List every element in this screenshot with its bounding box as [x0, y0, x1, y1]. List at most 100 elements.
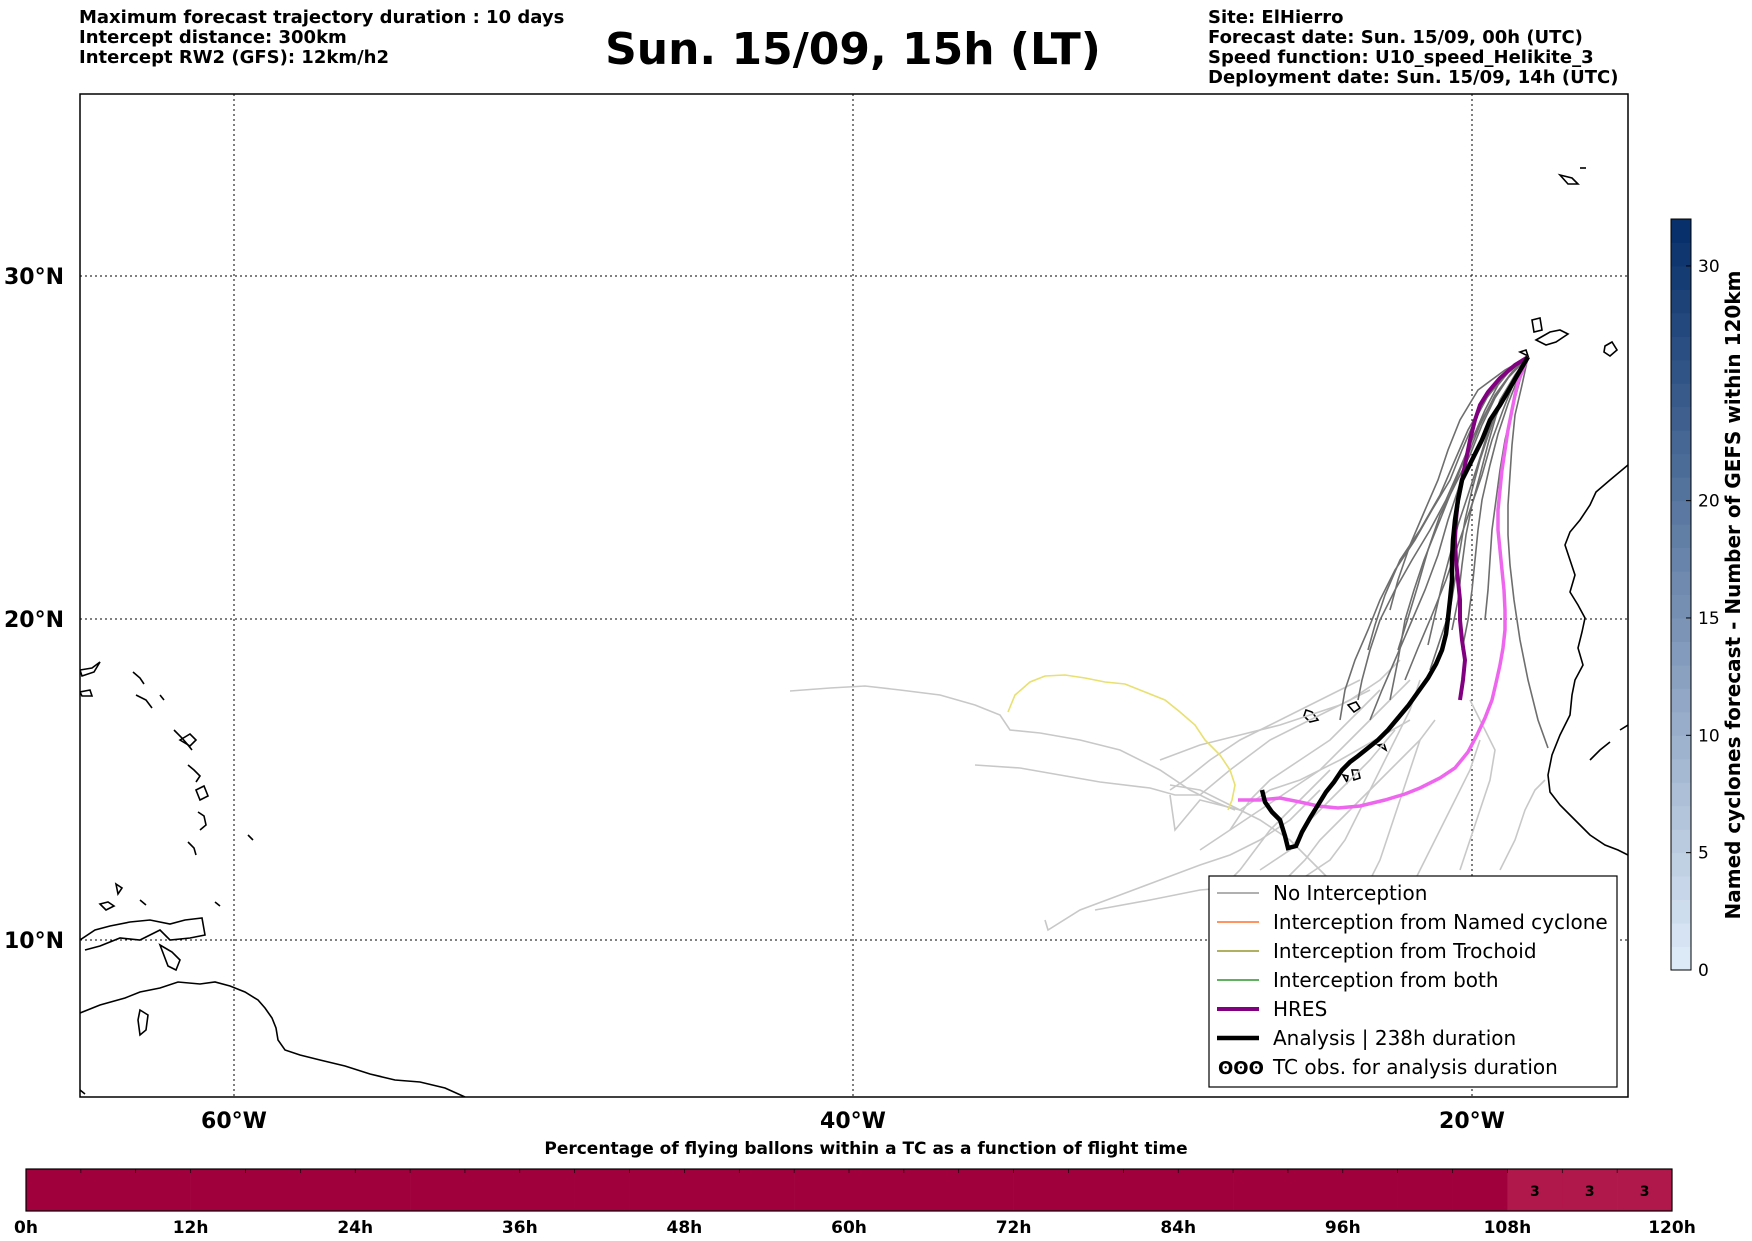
colorbar-cell	[1671, 829, 1691, 854]
legend-item-label: HRES	[1273, 997, 1327, 1021]
tc-bar-cell	[1178, 1169, 1234, 1211]
colorbar-cell	[1671, 852, 1691, 877]
tc-bar-cell	[245, 1169, 301, 1211]
colorbar-cell	[1671, 265, 1691, 290]
colorbar-cell	[1671, 758, 1691, 783]
tc-bar-tick-label: 48h	[667, 1218, 703, 1238]
tc-bar-frame	[25, 1168, 1673, 1212]
colorbar-cell	[1671, 219, 1691, 243]
header-right-line: Site: ElHierro	[1208, 7, 1344, 28]
tc-bar-cell	[190, 1169, 246, 1211]
legend-item-label: Interception from Trochoid	[1273, 939, 1537, 963]
header-right-line: Speed function: U10_speed_Helikite_3	[1208, 47, 1594, 68]
tc-bar-tick-label: 72h	[996, 1218, 1032, 1238]
tc-bar-cell	[1397, 1169, 1453, 1211]
colorbar-cell	[1671, 899, 1691, 924]
tc-percentage-title: Percentage of flying ballons within a TC…	[544, 1139, 1187, 1159]
yellow-trajectory	[1007, 674, 1236, 811]
lon-label: 60°W	[201, 1109, 267, 1134]
colorbar-cell	[1671, 383, 1691, 408]
tc-bar-cell	[1013, 1169, 1069, 1211]
colorbar-cell	[1671, 594, 1691, 619]
tc-bar-value: 3	[1640, 1184, 1650, 1200]
colorbar-cell	[1671, 876, 1691, 901]
colorbar-tick-label: 5	[1698, 844, 1709, 864]
tc-bar-cell	[519, 1169, 575, 1211]
tc-bar-cell	[1617, 1169, 1673, 1211]
colorbar-cell	[1671, 664, 1691, 689]
header-right-info: Site: ElHierro Forecast date: Sun. 15/09…	[1208, 8, 1618, 88]
tc-bar-cell	[684, 1169, 740, 1211]
header-left-line: Intercept RW2 (GFS): 12km/h2	[79, 47, 389, 68]
hres-track-late	[1238, 356, 1530, 810]
colorbar-cell	[1671, 406, 1691, 431]
colorbar-tick-label: 10	[1698, 726, 1720, 746]
legend-box	[1208, 875, 1618, 1088]
colorbar-cell	[1671, 547, 1691, 572]
page-title: Sun. 15/09, 15h (LT)	[605, 24, 1101, 75]
header-right-line: Deployment date: Sun. 15/09, 14h (UTC)	[1208, 67, 1619, 88]
tc-bar-value: 3	[1585, 1184, 1595, 1200]
tc-bar-cell	[300, 1169, 356, 1211]
colorbar-cell	[1671, 711, 1691, 736]
colorbar-cell	[1671, 735, 1691, 760]
colorbar-cell	[1671, 524, 1691, 549]
tc-bar-cell	[1233, 1169, 1289, 1211]
tc-bar-cell	[903, 1169, 960, 1211]
tc-bar-cell	[958, 1169, 1014, 1211]
map-legend: No Interception Interception from Named c…	[1208, 875, 1618, 1088]
lat-label: 10°N	[4, 929, 64, 954]
lat-label: 30°N	[4, 265, 64, 290]
colorbar-tick-label: 30	[1698, 257, 1720, 277]
lon-label: 40°W	[820, 1109, 886, 1134]
tc-obs-symbol-icon: ʘʘʘ	[1218, 1058, 1264, 1079]
tc-bar-cell	[1452, 1169, 1508, 1211]
colorbar-cell	[1671, 336, 1691, 361]
colorbar-cell	[1671, 430, 1691, 455]
colorbar: 0 5 10 15 20 30 Named cyclones forecast - Num…	[1670, 218, 1745, 981]
colorbar-cell	[1671, 923, 1691, 948]
lon-label: 20°W	[1439, 1109, 1505, 1134]
colorbar-cell	[1671, 242, 1691, 267]
colorbar-frame	[1670, 218, 1692, 971]
header-left-line: Intercept distance: 300km	[79, 27, 347, 48]
colorbar-cell	[1671, 359, 1691, 384]
tc-bar-value: 3	[1530, 1184, 1540, 1200]
tc-bar-cell	[629, 1169, 685, 1211]
tc-bar-tick-label: 36h	[502, 1218, 538, 1238]
colorbar-cell	[1671, 453, 1691, 478]
tc-bar-cell	[739, 1169, 795, 1211]
colorbar-tick-label: 0	[1698, 961, 1709, 981]
tc-bar-cell	[26, 1169, 82, 1211]
tc-bar-tick-label: 120h	[1648, 1218, 1696, 1238]
tc-bar-cell	[464, 1169, 521, 1211]
tc-bar-tick-label: 24h	[337, 1218, 373, 1238]
header-left-line: Maximum forecast trajectory duration : 1…	[79, 7, 565, 28]
colorbar-cell	[1671, 571, 1691, 595]
colorbar-tick-label: 15	[1698, 609, 1720, 629]
tc-bar-cell	[574, 1169, 630, 1211]
tc-bar-tick-label: 12h	[173, 1218, 209, 1238]
tc-bar-tick-label: 60h	[831, 1218, 867, 1238]
colorbar-cell	[1671, 617, 1691, 642]
ensemble-trajectories-dark	[1339, 356, 1549, 749]
legend-item-label: Interception from Named cyclone	[1273, 910, 1608, 934]
tc-bar-cell	[849, 1169, 905, 1211]
tc-bar-cell	[1068, 1169, 1124, 1211]
colorbar-cell	[1671, 805, 1691, 830]
tc-bar-cell	[1562, 1169, 1618, 1211]
colorbar-tick-label: 20	[1698, 492, 1720, 512]
colorbar-cell	[1671, 500, 1691, 525]
legend-item-label: Interception from both	[1273, 968, 1499, 992]
tc-bar-cell	[1507, 1169, 1563, 1211]
tc-percentage-bar: Percentage of flying ballons within a TC…	[14, 1139, 1696, 1238]
tc-bar-cell	[135, 1169, 191, 1211]
colorbar-cell	[1671, 289, 1691, 314]
legend-item-label: No Interception	[1273, 881, 1427, 905]
tc-bar-cell	[80, 1169, 137, 1211]
tc-bar-cell	[355, 1169, 411, 1211]
legend-item-label: TC obs. for analysis duration	[1272, 1055, 1558, 1079]
tc-bar-tick-label: 84h	[1160, 1218, 1196, 1238]
colorbar-cell	[1671, 688, 1691, 713]
